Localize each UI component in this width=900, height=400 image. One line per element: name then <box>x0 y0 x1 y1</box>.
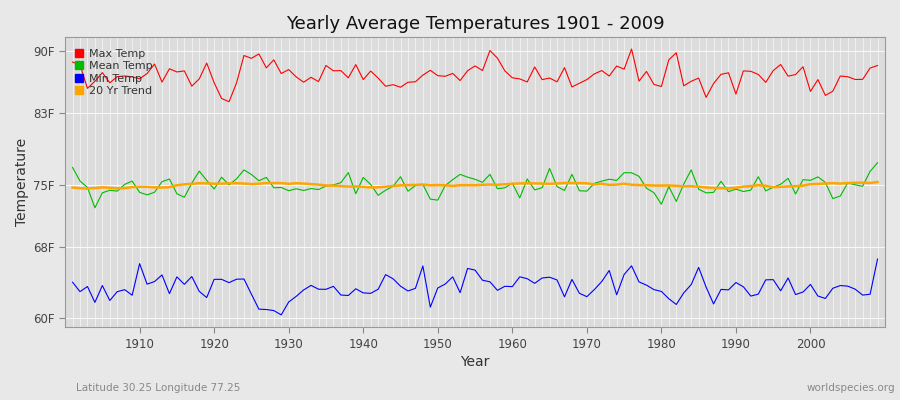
Text: worldspecies.org: worldspecies.org <box>807 383 896 393</box>
Legend: Max Temp, Mean Temp, Min Temp, 20 Yr Trend: Max Temp, Mean Temp, Min Temp, 20 Yr Tre… <box>71 46 157 99</box>
Title: Yearly Average Temperatures 1901 - 2009: Yearly Average Temperatures 1901 - 2009 <box>285 15 664 33</box>
Y-axis label: Temperature: Temperature <box>15 138 29 226</box>
Text: Latitude 30.25 Longitude 77.25: Latitude 30.25 Longitude 77.25 <box>76 383 241 393</box>
X-axis label: Year: Year <box>461 355 490 369</box>
